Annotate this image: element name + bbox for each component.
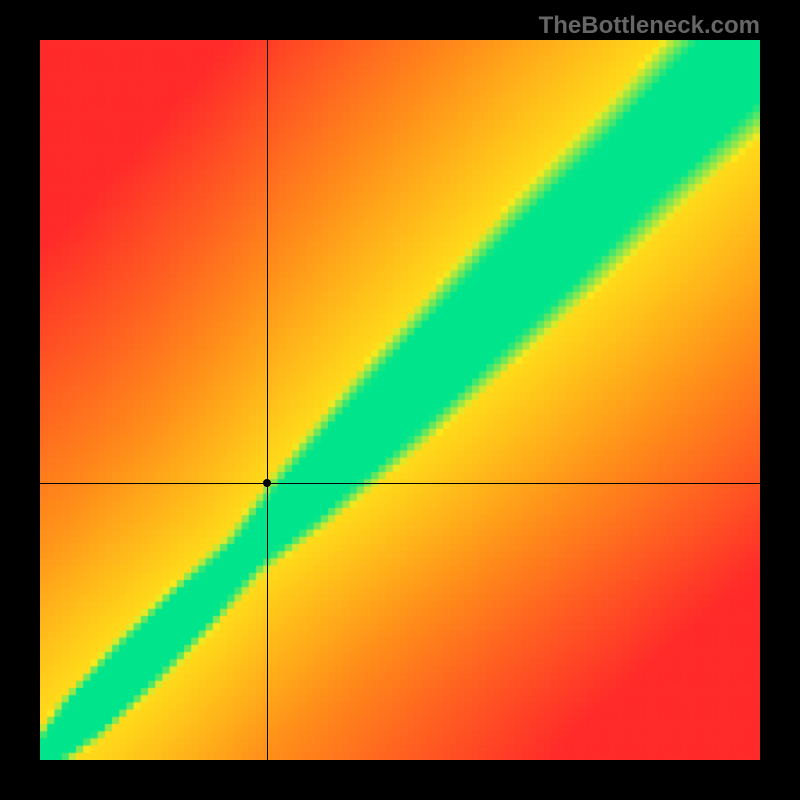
crosshair-horizontal bbox=[40, 483, 760, 484]
heatmap-canvas bbox=[40, 40, 760, 760]
plot-area bbox=[40, 40, 760, 760]
crosshair-vertical bbox=[267, 40, 268, 760]
marker-dot bbox=[263, 479, 271, 487]
chart-container: TheBottleneck.com bbox=[0, 0, 800, 800]
watermark-text: TheBottleneck.com bbox=[539, 12, 760, 40]
